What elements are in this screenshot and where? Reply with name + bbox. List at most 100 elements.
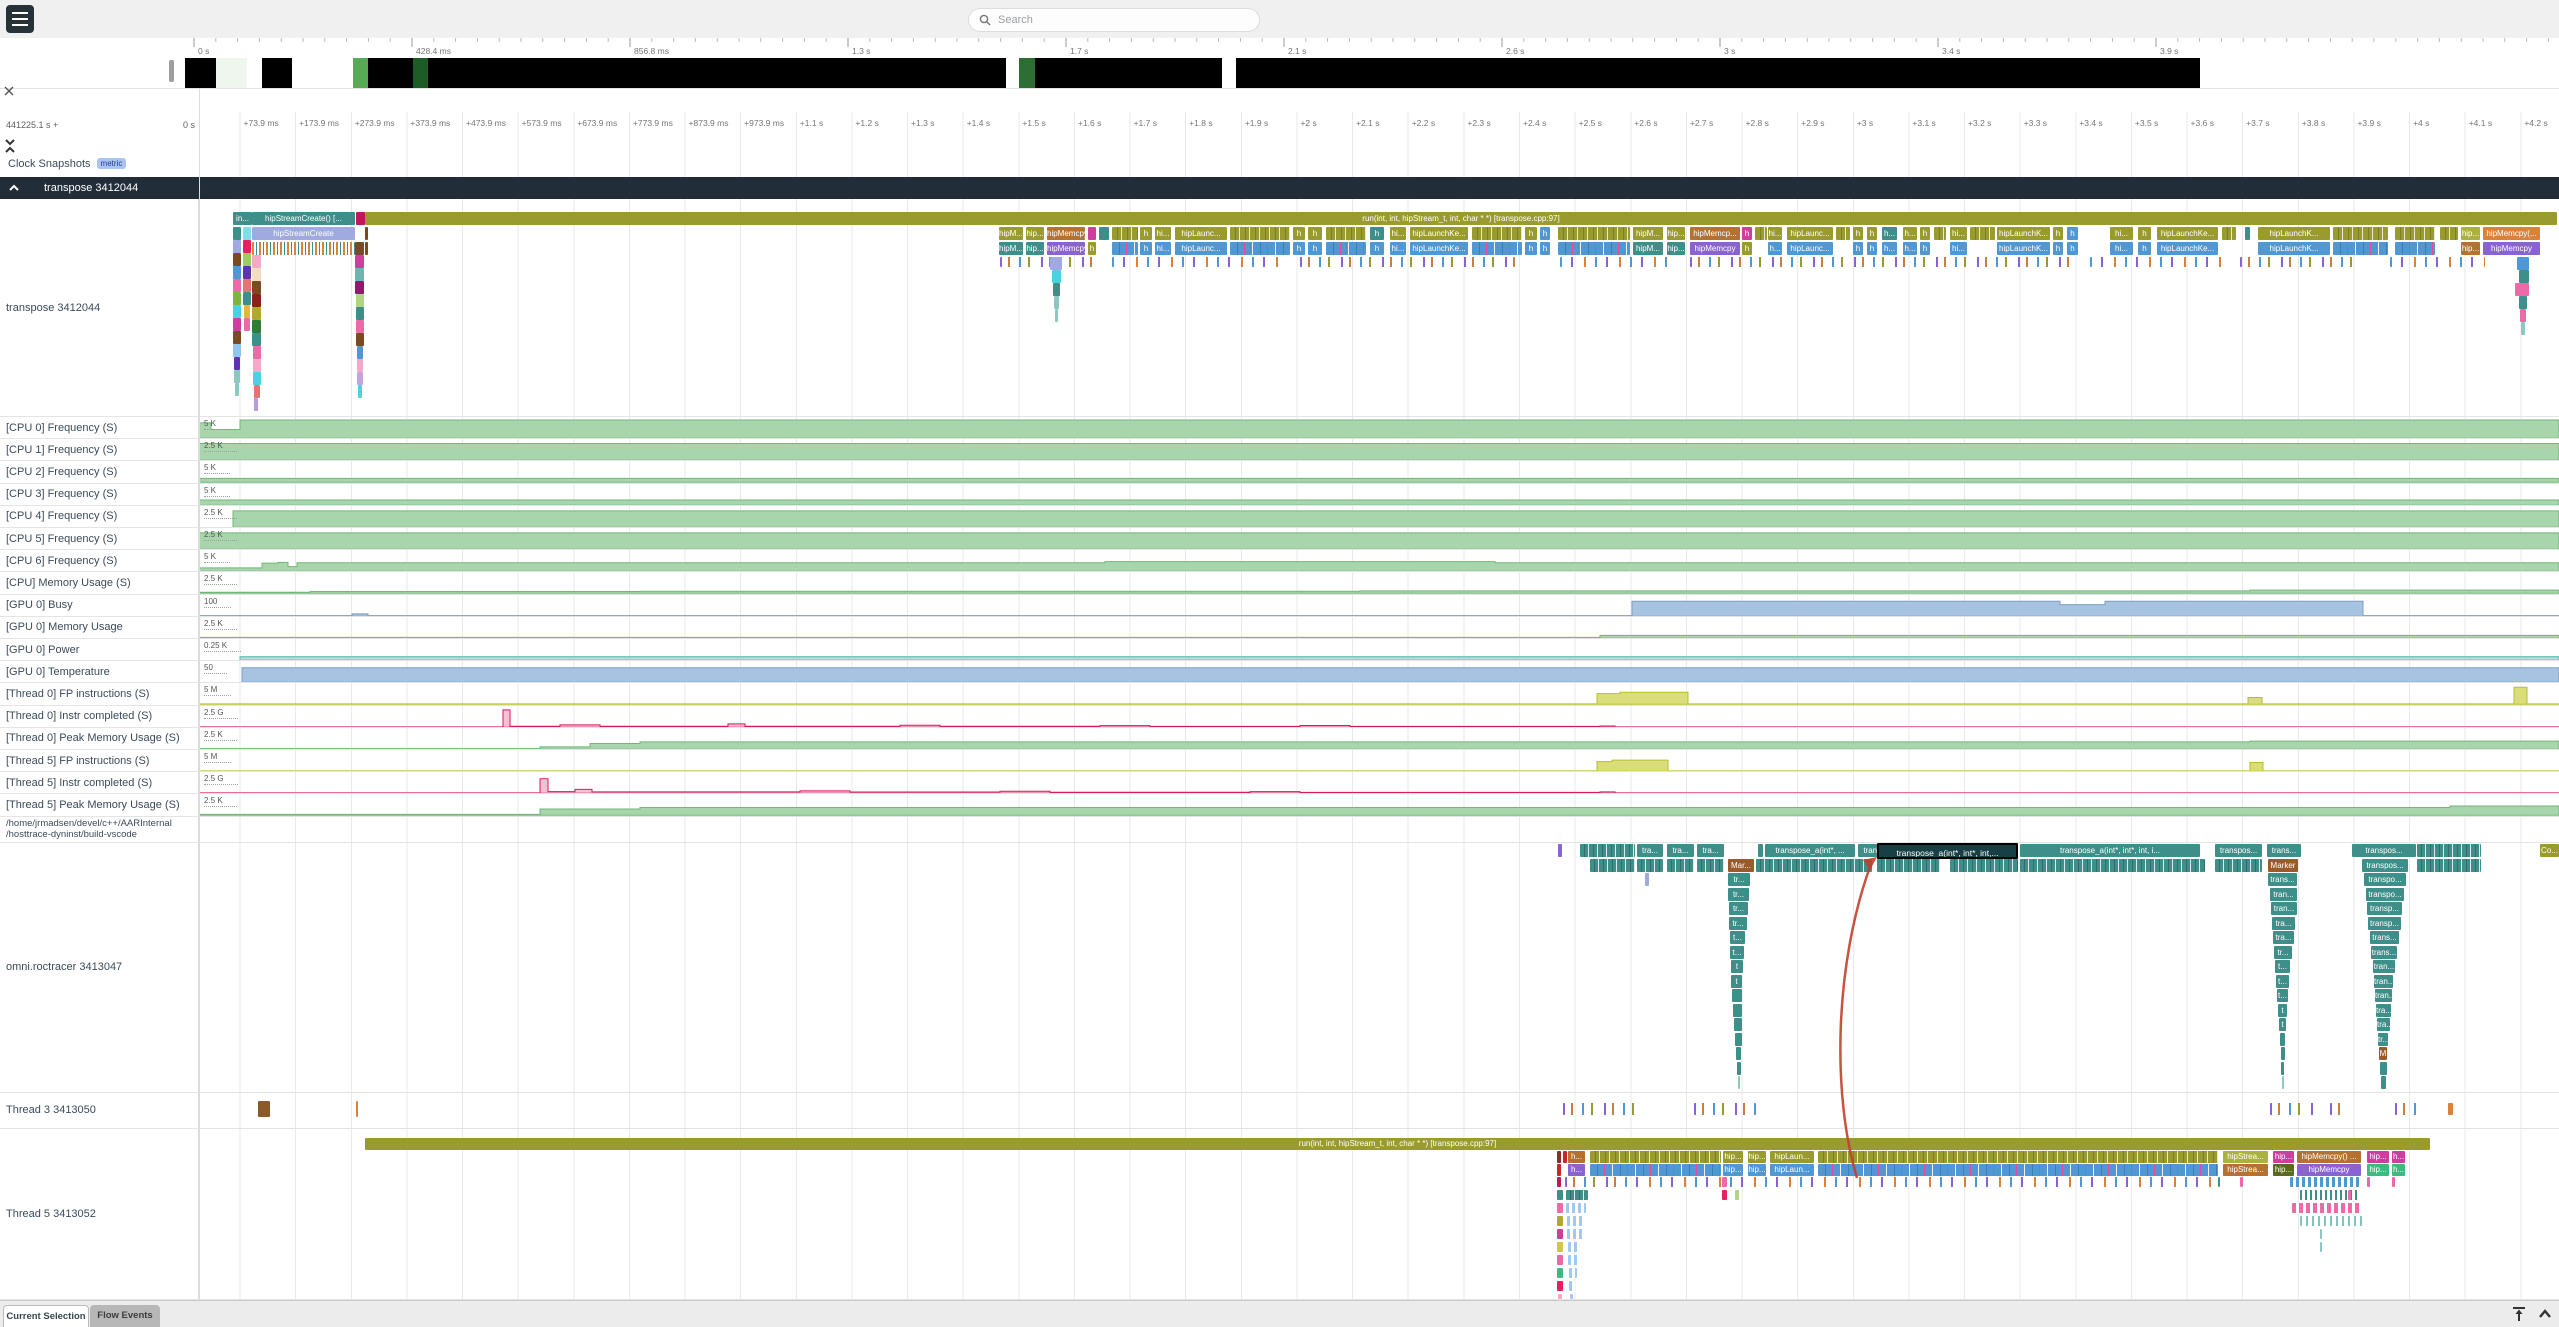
chevron-up-icon[interactable]	[4, 146, 16, 154]
slice[interactable]	[1722, 1189, 1727, 1200]
counter-chart[interactable]	[199, 750, 2559, 772]
slice[interactable]	[2281, 1061, 2284, 1075]
slice[interactable]	[253, 346, 261, 359]
track-clock-snapshots[interactable]: Clock Snapshots metric	[0, 154, 2559, 178]
counter-chart[interactable]	[199, 572, 2559, 594]
slice[interactable]: t	[1731, 974, 1742, 988]
track-plot-thread3[interactable]	[199, 1092, 2559, 1128]
slice[interactable]: h	[1370, 242, 1384, 255]
track-label-t5instr[interactable]: [Thread 5] Instr completed (S)	[0, 772, 199, 794]
slice[interactable]	[356, 320, 364, 333]
slice[interactable]: hip...	[1748, 1163, 1766, 1176]
slice[interactable]	[252, 333, 261, 346]
slice[interactable]: Co...	[2540, 843, 2559, 857]
track-plot-gpupower[interactable]: 0.25 K	[199, 639, 2559, 661]
slice[interactable]: h...	[2392, 1163, 2405, 1176]
slice[interactable]: hi...	[1155, 242, 1171, 255]
slice[interactable]: h	[1293, 227, 1305, 240]
slice[interactable]: tr...	[1729, 901, 1748, 915]
slice[interactable]	[233, 292, 241, 305]
slice[interactable]	[233, 279, 241, 292]
slice[interactable]: hipLaun...	[1770, 1163, 1814, 1176]
slice[interactable]: trans...	[2268, 872, 2297, 886]
slice[interactable]	[2282, 1075, 2284, 1089]
collapse-chevron-icon[interactable]	[8, 184, 20, 192]
slice[interactable]: hip...	[2367, 1150, 2389, 1163]
slice[interactable]	[1733, 1003, 1742, 1017]
slice[interactable]	[1088, 227, 1096, 240]
slice[interactable]: hipLaunchK...	[2258, 227, 2330, 240]
slice[interactable]	[1053, 283, 1060, 296]
track-label-cpu2[interactable]: [CPU 2] Frequency (S)	[0, 461, 199, 483]
slice[interactable]: hip...	[2367, 1163, 2389, 1176]
slice[interactable]: trans...	[2371, 945, 2397, 959]
slice[interactable]	[1052, 270, 1061, 283]
slice[interactable]	[2448, 1102, 2453, 1115]
slice[interactable]: hipLaunc...	[1787, 227, 1833, 240]
expand-panel-chevron-icon[interactable]	[2537, 1305, 2553, 1323]
track-label-transpose[interactable]: transpose 3412044	[0, 199, 199, 416]
slice[interactable]	[252, 281, 261, 294]
slice[interactable]: tra...	[2273, 930, 2294, 944]
slice[interactable]	[235, 383, 239, 396]
chevron-down-icon[interactable]	[4, 138, 16, 146]
slice[interactable]	[356, 333, 364, 346]
slice[interactable]: h	[1742, 242, 1752, 255]
slice[interactable]: h	[2053, 242, 2063, 255]
track-label-t0peak[interactable]: [Thread 0] Peak Memory Usage (S)	[0, 727, 199, 749]
slice[interactable]: tra...	[2377, 1017, 2390, 1031]
slice[interactable]: t	[2279, 1017, 2286, 1031]
slice[interactable]: run(int, int, hipStream_t, int, char * *…	[365, 1137, 2430, 1150]
slice[interactable]: t...	[1730, 945, 1744, 959]
slice[interactable]	[1557, 1241, 1563, 1252]
counter-chart[interactable]	[199, 461, 2559, 483]
counter-chart[interactable]	[199, 617, 2559, 638]
slice[interactable]	[1557, 1189, 1563, 1200]
slice[interactable]: hi...	[1950, 242, 1967, 255]
slice[interactable]: tra...	[2272, 916, 2295, 930]
slice[interactable]	[1570, 1293, 1573, 1299]
slice[interactable]: t	[1731, 959, 1743, 973]
slice[interactable]: run(int, int, hipStream_t, int, char * *…	[365, 212, 2557, 225]
counter-chart[interactable]	[199, 772, 2559, 794]
track-label-cpu1[interactable]: [CPU 1] Frequency (S)	[0, 439, 199, 461]
slice[interactable]: tran...	[2271, 901, 2297, 915]
track-label-gpumem[interactable]: [GPU 0] Memory Usage	[0, 616, 199, 638]
slice[interactable]	[357, 372, 363, 385]
slice[interactable]	[2281, 1046, 2285, 1060]
slice[interactable]	[1557, 1254, 1563, 1265]
track-plot-cpu1[interactable]: 2.5 K	[199, 439, 2559, 461]
slice[interactable]	[1055, 309, 1058, 322]
counter-chart[interactable]	[199, 661, 2559, 683]
minimap-viewport-handle[interactable]	[169, 60, 174, 82]
slice[interactable]: hipLaunchK...	[1997, 242, 2050, 255]
slice[interactable]: t...	[2275, 959, 2290, 973]
slice[interactable]: in...	[233, 212, 252, 225]
slice[interactable]: h...	[1568, 1150, 1585, 1163]
slice[interactable]	[356, 294, 364, 307]
slice[interactable]: tran...	[2374, 974, 2393, 988]
slice[interactable]: h	[1088, 242, 1096, 255]
slice[interactable]: hi...	[1768, 227, 1782, 240]
slice[interactable]	[258, 1100, 270, 1117]
slice[interactable]: hip...	[1667, 242, 1685, 255]
slice[interactable]: h	[1867, 227, 1877, 240]
slice[interactable]: tra...	[1697, 843, 1724, 857]
slice[interactable]: Marker	[2268, 858, 2298, 872]
slice[interactable]	[2519, 270, 2529, 283]
slice[interactable]	[233, 253, 241, 266]
track-plot-cpu3[interactable]: 5 K	[199, 483, 2559, 505]
slice[interactable]	[1557, 1267, 1563, 1278]
slice[interactable]: hi...	[1390, 242, 1406, 255]
slice[interactable]	[356, 212, 365, 225]
slice[interactable]: hip...	[1026, 227, 1044, 240]
slice[interactable]: hipLaunchKe...	[1410, 242, 1468, 255]
slice[interactable]	[355, 255, 364, 268]
slice[interactable]	[233, 331, 241, 344]
slice[interactable]	[355, 268, 364, 281]
slice[interactable]	[365, 242, 368, 255]
slice[interactable]	[1732, 988, 1742, 1002]
slice[interactable]	[253, 359, 261, 372]
slice[interactable]: transp...	[2367, 901, 2402, 915]
track-plot-cpu5[interactable]: 2.5 K	[199, 528, 2559, 550]
